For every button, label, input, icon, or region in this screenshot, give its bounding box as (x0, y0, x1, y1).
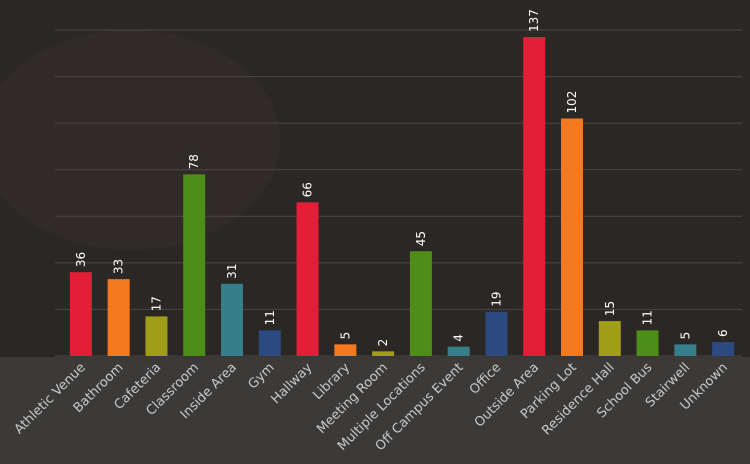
axis-band (0, 357, 750, 464)
value-label: 11 (263, 310, 277, 325)
background-shape (0, 30, 280, 250)
bar (598, 321, 621, 356)
bar (409, 251, 432, 356)
bar (183, 174, 206, 356)
value-label: 33 (112, 259, 126, 274)
bar (372, 351, 395, 356)
bar (258, 330, 281, 356)
bar (334, 344, 357, 356)
value-label: 137 (527, 9, 541, 32)
value-label: 45 (414, 231, 428, 246)
value-label: 102 (565, 91, 579, 114)
bar (485, 311, 508, 356)
bar (145, 316, 168, 356)
bar (712, 342, 735, 356)
bar (523, 36, 546, 356)
value-label: 15 (603, 301, 617, 316)
value-label: 17 (149, 296, 163, 311)
value-label: 11 (641, 310, 655, 325)
value-label: 19 (489, 291, 503, 306)
bar (674, 344, 697, 356)
value-label: 78 (187, 154, 201, 169)
bar (561, 118, 583, 356)
bar (221, 283, 243, 356)
value-label: 36 (74, 252, 88, 267)
bar (447, 346, 470, 356)
bar (107, 279, 130, 356)
bar (296, 202, 319, 356)
bar (69, 272, 92, 356)
value-label: 5 (338, 332, 352, 340)
value-label: 5 (678, 332, 692, 340)
value-label: 31 (225, 264, 239, 279)
value-label: 6 (716, 329, 730, 337)
value-label: 4 (452, 334, 466, 342)
value-label: 2 (376, 339, 390, 347)
value-label: 66 (301, 182, 315, 197)
bar (636, 330, 659, 356)
